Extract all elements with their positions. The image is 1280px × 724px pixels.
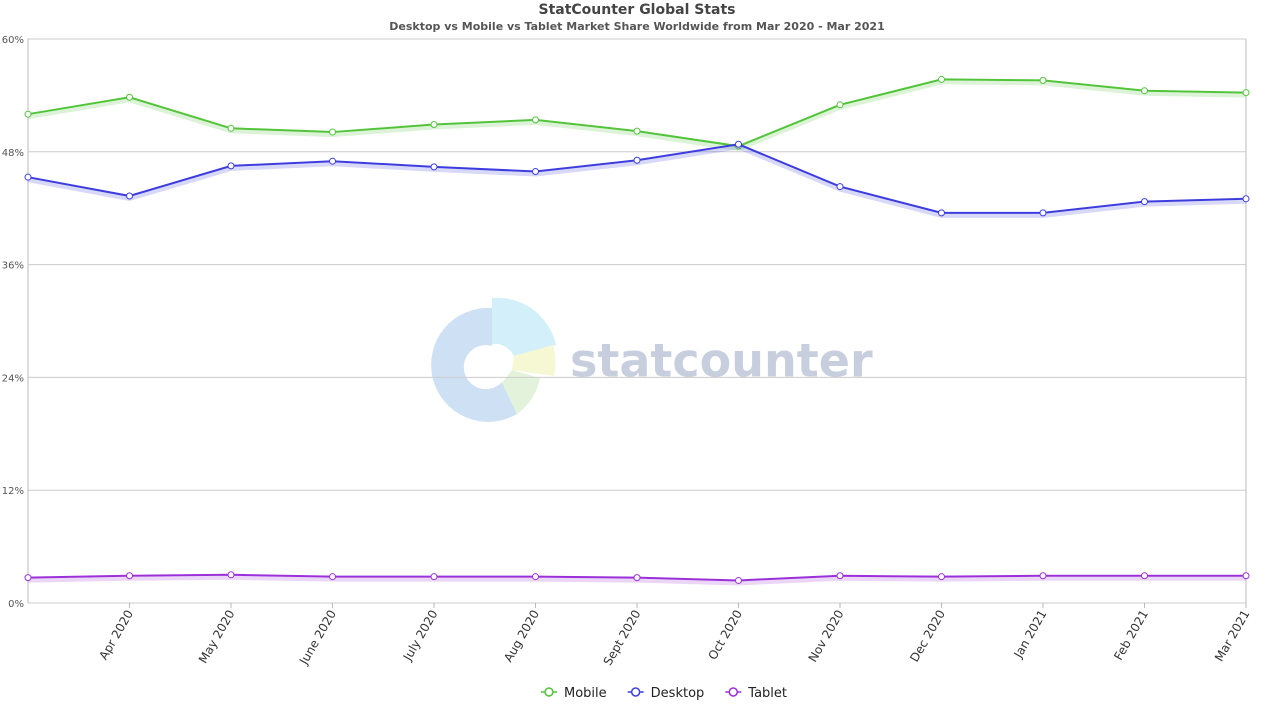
data-point — [1141, 198, 1148, 206]
y-tick-label: 24% — [2, 373, 24, 384]
x-tick-label: Feb 2021 — [1111, 608, 1151, 663]
data-point — [1141, 572, 1148, 580]
series-line — [27, 78, 1247, 148]
watermark-text: statcounter — [570, 334, 873, 388]
legend-marker — [544, 687, 554, 697]
x-tick-label: Aug 2020 — [501, 608, 542, 665]
data-point — [1242, 195, 1250, 203]
data-point — [633, 574, 641, 582]
legend-label: Mobile — [564, 686, 607, 701]
data-point — [836, 183, 844, 191]
data-point — [227, 124, 235, 132]
x-tick-label: Mar 2021 — [1212, 608, 1253, 664]
y-tick-label: 0% — [8, 599, 24, 610]
data-point — [532, 116, 539, 124]
watermark-logo — [431, 297, 556, 422]
legend: Mobile Desktop Tablet — [541, 686, 787, 701]
y-tick-label: 12% — [2, 486, 24, 497]
data-point — [532, 573, 539, 581]
data-point — [836, 101, 844, 109]
legend-marker — [630, 687, 641, 697]
data-point — [227, 162, 235, 170]
legend-marker — [728, 687, 739, 697]
data-point — [938, 75, 945, 83]
data-point — [1242, 89, 1250, 97]
series-line — [27, 143, 1247, 214]
data-point — [24, 574, 32, 582]
y-tick-label: 48% — [2, 148, 24, 159]
x-tick-label: June 2020 — [296, 608, 339, 668]
data-point — [938, 573, 945, 581]
data-point — [126, 192, 133, 200]
data-point — [329, 128, 336, 136]
data-point — [24, 173, 32, 181]
x-tick-label: July 2020 — [400, 608, 441, 664]
legend-label: Desktop — [651, 686, 705, 701]
data-point — [227, 571, 235, 579]
data-point — [126, 93, 133, 101]
x-tick-label: Jan 2021 — [1011, 608, 1050, 662]
data-point — [1039, 209, 1047, 217]
x-tick-label: Apr 2020 — [96, 608, 136, 663]
x-tick-label: Sept 2020 — [601, 608, 644, 668]
series-shadow — [27, 80, 1247, 152]
x-tick-label: May 2020 — [196, 608, 238, 666]
x-tick-label: Oct 2020 — [705, 608, 745, 663]
data-point — [430, 163, 438, 171]
x-tick-label: Dec 2020 — [907, 608, 948, 665]
data-point — [735, 576, 742, 584]
data-point — [633, 156, 641, 164]
data-point — [430, 573, 438, 581]
data-point — [1039, 572, 1047, 580]
data-point — [1141, 87, 1148, 95]
data-point — [532, 168, 539, 176]
data-point — [1242, 572, 1250, 580]
data-point — [126, 572, 133, 580]
chart-subtitle: Desktop vs Mobile vs Tablet Market Share… — [389, 20, 884, 33]
data-point — [938, 209, 945, 217]
data-point — [24, 110, 32, 118]
data-point — [735, 140, 742, 148]
data-point — [1039, 76, 1047, 84]
chart-title: StatCounter Global Stats — [538, 2, 735, 18]
data-point — [329, 157, 336, 165]
y-tick-label: 60% — [2, 35, 24, 46]
x-tick-label: Nov 2020 — [806, 608, 847, 665]
legend-label: Tablet — [747, 686, 787, 701]
data-point — [836, 572, 844, 580]
data-point — [633, 127, 641, 135]
y-tick-label: 36% — [2, 261, 24, 272]
data-point — [430, 121, 438, 129]
data-point — [329, 573, 336, 581]
